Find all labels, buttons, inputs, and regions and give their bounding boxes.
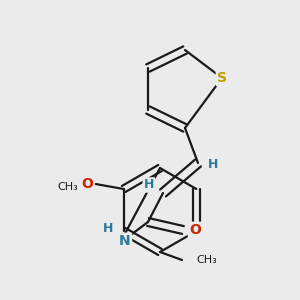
Text: CH₃: CH₃ — [57, 182, 78, 192]
Text: N: N — [119, 234, 131, 248]
Text: O: O — [189, 223, 201, 237]
Text: H: H — [208, 158, 218, 172]
Text: H: H — [103, 221, 113, 235]
Text: O: O — [82, 177, 94, 191]
Text: H: H — [144, 178, 154, 191]
Text: S: S — [217, 71, 227, 85]
Text: CH₃: CH₃ — [196, 255, 217, 265]
